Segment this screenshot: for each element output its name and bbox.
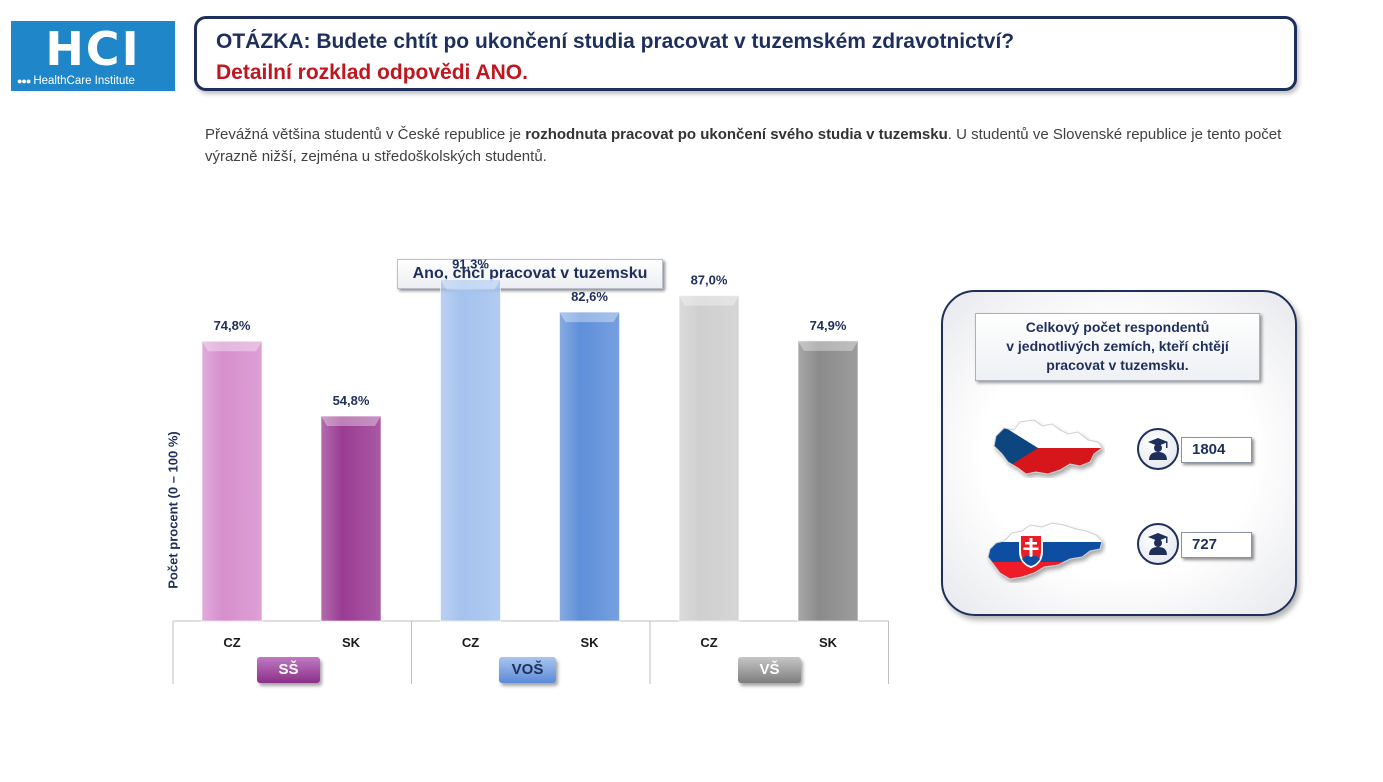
summary-title: Celkový počet respondentů v jednotlivých…: [975, 313, 1260, 381]
bar-bevel: [798, 340, 858, 351]
data-label: 74,9%: [810, 318, 847, 333]
category-label: CZ: [700, 635, 717, 650]
summary-title-line2: v jednotlivých zemích, kteří chtějí: [1006, 338, 1229, 354]
group-label-vs: VŠ: [738, 657, 801, 683]
bar-vš-cz: [678, 295, 740, 622]
slovak-flag-map: [987, 522, 1103, 580]
summary-title-line3: pracovat v tuzemsku.: [1046, 357, 1189, 373]
question-box: OTÁZKA: Budete chtít po ukončení studia …: [194, 16, 1297, 91]
logo-subtitle: ●●● HealthCare Institute: [17, 75, 135, 87]
bar-voš-sk: [559, 311, 620, 622]
category-label: SK: [819, 635, 838, 650]
bar-bevel: [679, 295, 739, 306]
bar-bevel: [321, 416, 381, 427]
logo-text: HCI: [45, 22, 141, 76]
description-part1: Převážná většina studentů v České republ…: [205, 126, 526, 143]
bar-bevel: [440, 279, 501, 290]
graduate-icon: [1137, 428, 1179, 470]
bar-vš-sk: [797, 340, 859, 622]
count-value-sk: 727: [1181, 532, 1252, 558]
description-part2: . U studentů ve Slovenské republice je t…: [205, 126, 1282, 165]
bar-bevel: [202, 341, 262, 352]
description-bold: rozhodnuta pracovat po ukončení svého st…: [525, 126, 948, 143]
bar-sš-sk: [320, 415, 382, 622]
question-text: OTÁZKA: Budete chtít po ukončení studia …: [216, 30, 1015, 53]
data-label: 74,8%: [214, 318, 251, 333]
logo-subtitle-text: HealthCare Institute: [33, 75, 135, 87]
question-subtitle: Detailní rozklad odpovědi ANO.: [216, 61, 528, 84]
czech-flag-map: [993, 419, 1103, 475]
data-label: 82,6%: [571, 289, 608, 304]
bar-voš-cz: [440, 279, 501, 622]
group-label-ss: SŠ: [257, 657, 320, 683]
group-label-vos: VOŠ: [499, 657, 556, 683]
bar-sš-cz: [201, 340, 263, 622]
category-label: CZ: [462, 635, 479, 650]
data-label: 54,8%: [333, 393, 370, 408]
data-label: 87,0%: [691, 273, 728, 288]
count-value-cz: 1804: [1181, 437, 1252, 463]
category-label: SK: [342, 635, 361, 650]
bar-bevel: [559, 312, 620, 323]
summary-title-line1: Celkový počet respondentů: [1025, 319, 1210, 335]
description-paragraph: Převážná většina studentů v České republ…: [205, 124, 1305, 168]
hci-logo: HCI ●●● HealthCare Institute: [11, 21, 175, 91]
category-label: CZ: [223, 635, 240, 650]
graduate-icon: [1137, 523, 1179, 565]
category-label: SK: [580, 635, 599, 650]
data-label: 91,3%: [452, 257, 489, 272]
